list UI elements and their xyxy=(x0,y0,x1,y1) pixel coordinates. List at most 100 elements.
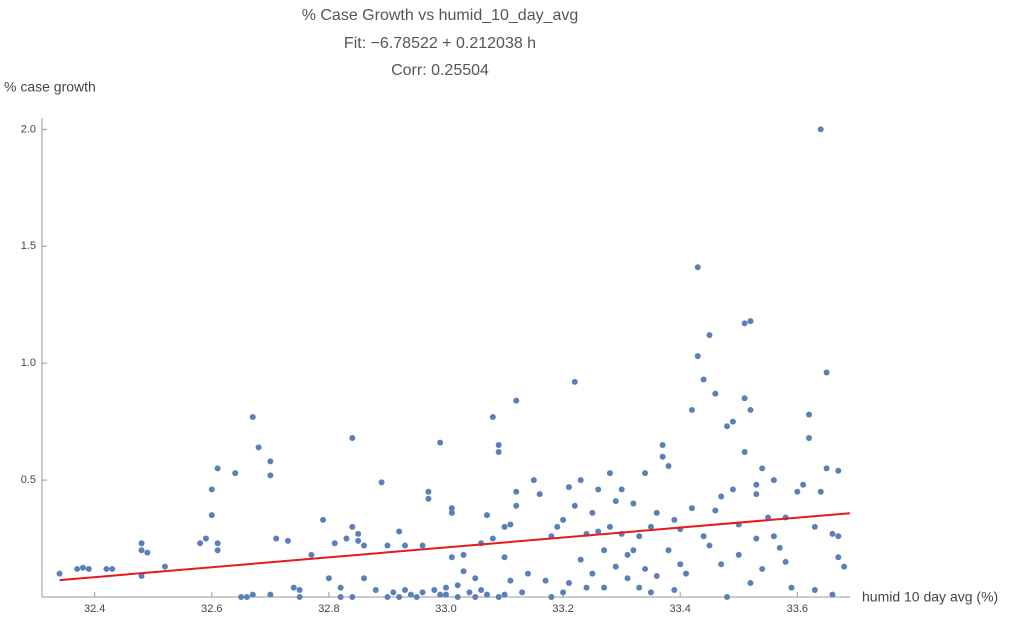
point xyxy=(729,418,736,425)
chart-subtitle: Fit: −6.78522 + 0.212038 h xyxy=(344,35,536,52)
point xyxy=(337,594,344,600)
point xyxy=(296,594,303,600)
point xyxy=(208,486,215,493)
x-tick-label: 33.0 xyxy=(435,603,456,615)
point xyxy=(407,591,414,598)
point xyxy=(741,449,748,456)
point xyxy=(724,594,731,600)
point xyxy=(337,584,344,591)
point xyxy=(349,435,356,441)
y-tick-label: 1.0 xyxy=(21,357,36,369)
point xyxy=(361,575,368,582)
point xyxy=(683,570,690,577)
point xyxy=(197,540,204,547)
point xyxy=(636,584,643,591)
y-tick-label: 0.5 xyxy=(21,474,36,486)
point xyxy=(560,589,567,596)
point xyxy=(835,554,842,561)
point xyxy=(806,411,813,418)
x-tick-label: 33.6 xyxy=(787,603,808,615)
point xyxy=(431,586,438,593)
point xyxy=(74,565,81,572)
point xyxy=(753,491,760,498)
point xyxy=(706,332,713,339)
point xyxy=(688,406,695,413)
point xyxy=(665,547,672,554)
point xyxy=(372,586,379,593)
point xyxy=(331,540,338,547)
point xyxy=(571,502,578,509)
point xyxy=(501,591,508,598)
point xyxy=(454,582,461,589)
point xyxy=(653,572,660,579)
point xyxy=(361,542,368,549)
point xyxy=(630,547,637,554)
point xyxy=(671,516,678,523)
point xyxy=(501,523,508,530)
point xyxy=(653,509,660,516)
x-tick-label: 33.2 xyxy=(552,603,573,615)
point xyxy=(85,565,92,572)
point xyxy=(437,591,444,598)
point xyxy=(138,540,145,547)
point xyxy=(460,551,467,558)
point xyxy=(618,486,625,493)
point xyxy=(677,561,684,568)
point xyxy=(448,509,455,516)
x-tick-label: 32.6 xyxy=(201,603,222,615)
point xyxy=(214,547,221,554)
point xyxy=(419,589,426,596)
point xyxy=(513,488,520,495)
point xyxy=(565,484,572,491)
point xyxy=(437,439,444,446)
point xyxy=(735,551,742,558)
point xyxy=(507,521,514,528)
point xyxy=(589,570,596,577)
point xyxy=(542,577,549,584)
fit-line xyxy=(59,512,851,582)
point xyxy=(390,589,397,596)
point xyxy=(612,563,619,570)
point xyxy=(138,572,145,579)
point xyxy=(513,502,520,509)
point xyxy=(741,395,748,402)
point xyxy=(729,486,736,493)
point xyxy=(472,594,479,600)
point xyxy=(284,537,291,544)
point xyxy=(378,479,385,486)
point xyxy=(267,591,274,598)
point xyxy=(320,516,327,523)
point xyxy=(483,591,490,598)
point xyxy=(513,397,520,404)
point xyxy=(706,542,713,549)
point xyxy=(595,528,602,535)
point xyxy=(443,591,449,598)
point xyxy=(425,495,432,502)
point xyxy=(741,320,748,327)
annotation: Corr: 0.25504 xyxy=(391,62,489,79)
point xyxy=(724,423,731,430)
y-axis-label: % case growth xyxy=(4,79,96,95)
point xyxy=(472,575,479,582)
point xyxy=(249,413,256,420)
point xyxy=(144,549,151,556)
point xyxy=(466,589,473,596)
point xyxy=(571,378,578,385)
x-tick-label: 33.4 xyxy=(669,603,690,615)
point xyxy=(794,488,801,495)
point xyxy=(208,512,215,519)
point xyxy=(577,556,584,563)
point xyxy=(601,584,608,591)
point xyxy=(460,568,467,575)
point xyxy=(56,570,63,577)
point xyxy=(419,542,426,549)
point xyxy=(355,537,362,544)
point xyxy=(425,488,432,495)
point xyxy=(267,458,274,465)
point xyxy=(238,594,245,600)
x-tick-label: 32.4 xyxy=(84,603,105,615)
point xyxy=(79,564,86,571)
point xyxy=(589,509,596,516)
point xyxy=(601,547,608,554)
